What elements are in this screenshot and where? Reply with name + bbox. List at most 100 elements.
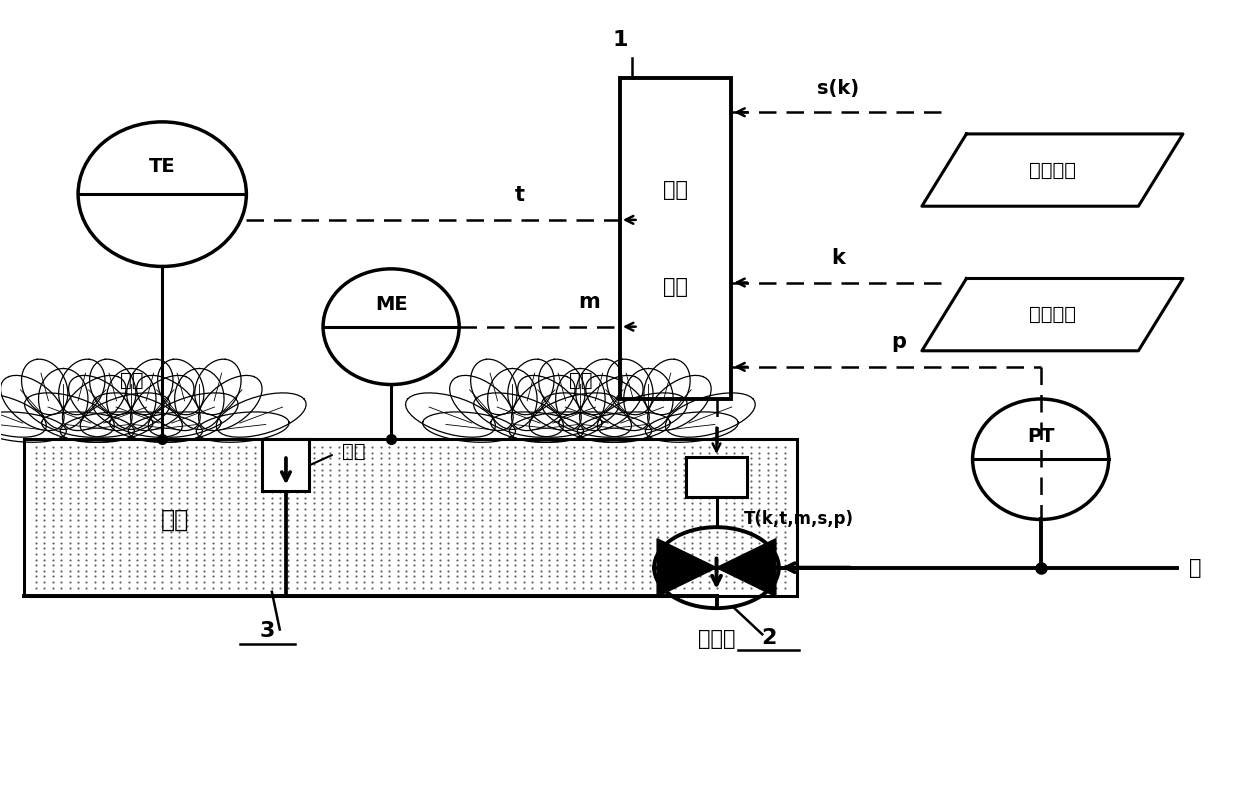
Point [548, 559, 568, 571]
Point [506, 497, 526, 510]
Point [556, 542, 575, 555]
Point [228, 513, 248, 526]
Point [489, 452, 508, 465]
Point [606, 503, 626, 516]
Point [26, 492, 46, 505]
Point [573, 525, 593, 538]
Point [35, 458, 55, 471]
Point [60, 542, 79, 555]
Point [573, 570, 593, 583]
Point [556, 570, 575, 583]
Point [119, 530, 139, 543]
Point [195, 542, 215, 555]
Point [211, 519, 231, 532]
Point [286, 469, 306, 482]
Point [758, 581, 777, 594]
Point [135, 463, 155, 476]
Point [262, 441, 281, 454]
Point [548, 525, 568, 538]
Point [186, 475, 206, 488]
Point [346, 497, 366, 510]
Point [497, 564, 517, 577]
Point [649, 447, 668, 459]
Point [707, 564, 727, 577]
Point [573, 564, 593, 577]
Point [715, 570, 735, 583]
Point [379, 559, 399, 571]
Point [51, 564, 71, 577]
Point [219, 513, 239, 526]
Point [673, 570, 693, 583]
Point [758, 575, 777, 588]
Point [742, 492, 761, 505]
Point [362, 570, 382, 583]
Point [691, 480, 711, 493]
Point [35, 486, 55, 499]
Text: t: t [515, 185, 525, 206]
Point [219, 570, 239, 583]
Point [51, 469, 71, 482]
Point [497, 503, 517, 516]
Point [286, 530, 306, 543]
Point [422, 536, 441, 549]
Point [329, 447, 348, 459]
Point [766, 486, 786, 499]
Point [480, 581, 500, 594]
Point [464, 458, 484, 471]
Point [513, 469, 533, 482]
Point [480, 525, 500, 538]
Point [312, 553, 332, 566]
Point [219, 509, 239, 521]
Point [60, 525, 79, 538]
Point [219, 581, 239, 594]
Point [60, 581, 79, 594]
Point [177, 575, 197, 588]
Point [564, 475, 584, 488]
Point [489, 547, 508, 560]
Point [388, 463, 408, 476]
Point [640, 530, 660, 543]
Point [539, 559, 559, 571]
Point [186, 553, 206, 566]
Point [355, 486, 374, 499]
Point [177, 463, 197, 476]
Point [446, 559, 466, 571]
Point [43, 452, 63, 465]
Point [733, 463, 753, 476]
Point [606, 497, 626, 510]
Point [657, 530, 677, 543]
Point [404, 458, 424, 471]
Point [126, 480, 146, 493]
Point [480, 570, 500, 583]
Point [430, 519, 450, 532]
Point [556, 447, 575, 459]
Point [169, 492, 188, 505]
Point [262, 519, 281, 532]
Point [733, 458, 753, 471]
Point [355, 480, 374, 493]
Point [649, 503, 668, 516]
Point [724, 458, 744, 471]
Point [51, 441, 71, 454]
Point [699, 492, 719, 505]
Point [153, 486, 172, 499]
Point [135, 458, 155, 471]
Point [253, 486, 273, 499]
Point [691, 486, 711, 499]
Point [304, 547, 324, 560]
Point [446, 447, 466, 459]
Point [161, 547, 181, 560]
Point [573, 452, 593, 465]
Point [422, 469, 441, 482]
Point [506, 575, 526, 588]
Point [253, 564, 273, 577]
Point [480, 492, 500, 505]
Point [312, 447, 332, 459]
Point [161, 570, 181, 583]
Point [615, 559, 635, 571]
Point [211, 475, 231, 488]
Point [135, 509, 155, 521]
Point [86, 469, 105, 482]
Point [396, 519, 415, 532]
Point [304, 519, 324, 532]
